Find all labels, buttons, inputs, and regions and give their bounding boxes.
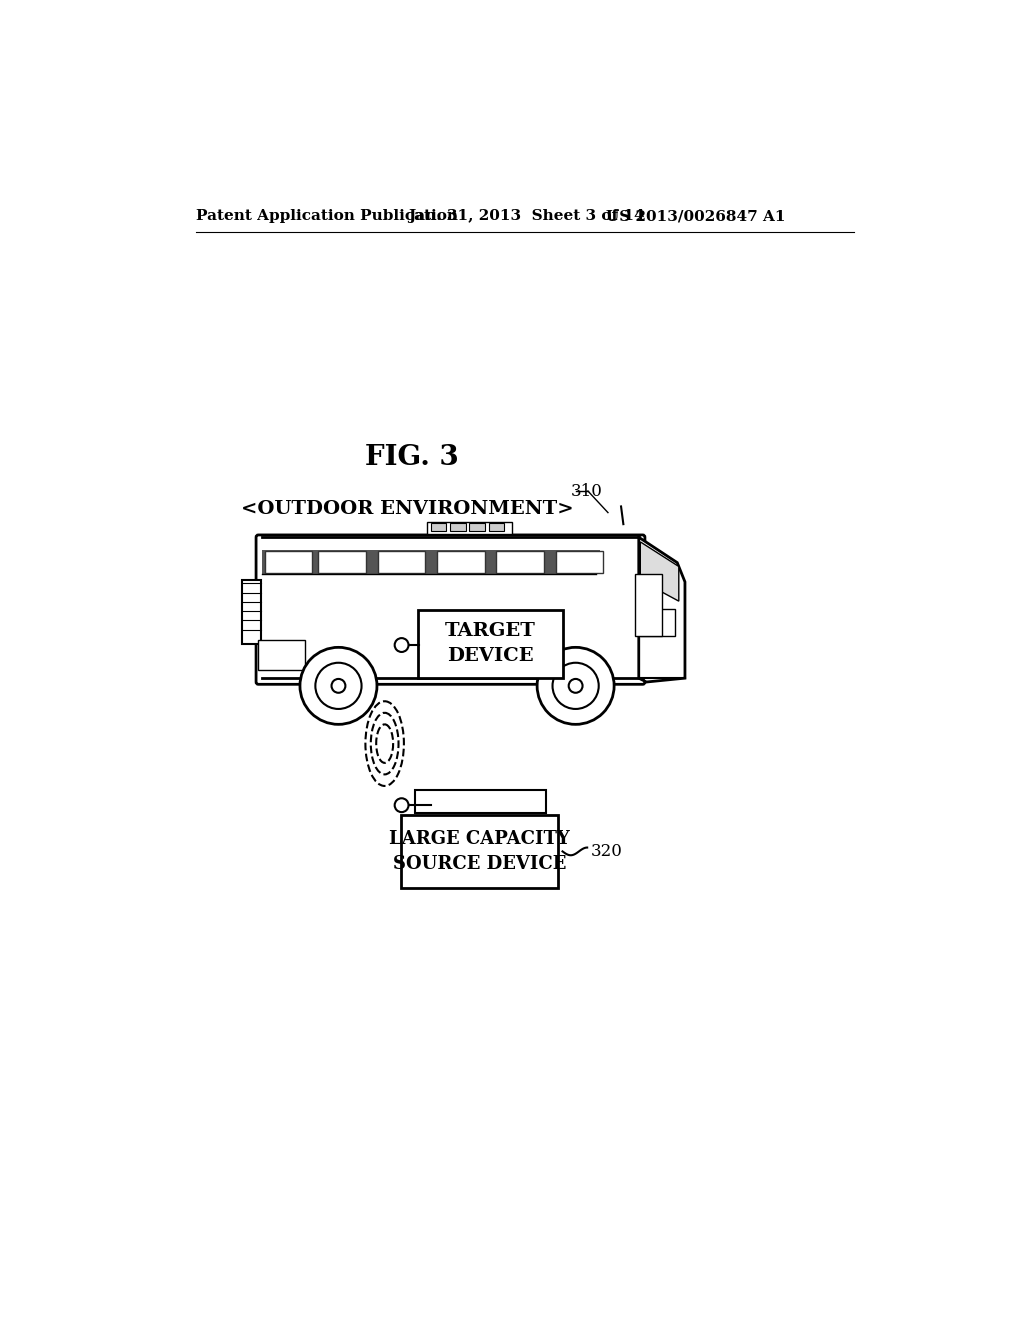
Text: Patent Application Publication: Patent Application Publication	[196, 209, 458, 223]
Bar	[556, 552, 603, 573]
FancyBboxPatch shape	[256, 535, 645, 684]
Bar	[497, 552, 544, 573]
Circle shape	[568, 678, 583, 693]
Text: 320: 320	[590, 843, 623, 859]
Circle shape	[315, 663, 361, 709]
Text: FIG. 3: FIG. 3	[365, 444, 459, 471]
FancyBboxPatch shape	[418, 610, 563, 678]
Circle shape	[394, 638, 409, 652]
FancyBboxPatch shape	[400, 816, 558, 887]
Bar	[469, 524, 484, 531]
Bar	[431, 524, 446, 531]
Bar	[416, 789, 547, 813]
Circle shape	[553, 663, 599, 709]
Circle shape	[394, 799, 409, 812]
Bar	[437, 552, 484, 573]
Bar	[427, 521, 512, 535]
Text: 310: 310	[571, 483, 603, 499]
Polygon shape	[640, 543, 679, 601]
Text: <OUTDOOR ENVIRONMENT>: <OUTDOOR ENVIRONMENT>	[242, 500, 574, 517]
Text: US 2013/0026847 A1: US 2013/0026847 A1	[606, 209, 786, 223]
Circle shape	[300, 647, 377, 725]
Circle shape	[332, 678, 345, 693]
Text: Jan. 31, 2013  Sheet 3 of 14: Jan. 31, 2013 Sheet 3 of 14	[408, 209, 644, 223]
Bar	[640, 609, 675, 636]
Bar	[318, 552, 367, 573]
Bar	[488, 524, 504, 531]
Bar	[264, 552, 312, 573]
Bar	[635, 574, 662, 636]
Bar	[451, 524, 466, 531]
Bar	[243, 581, 261, 644]
Circle shape	[538, 647, 614, 725]
Bar	[258, 640, 304, 671]
Text: LARGE CAPACITY
SOURCE DEVICE: LARGE CAPACITY SOURCE DEVICE	[389, 830, 569, 873]
Bar	[262, 549, 600, 574]
Text: TARGET
DEVICE: TARGET DEVICE	[445, 623, 536, 665]
Bar	[378, 552, 425, 573]
Polygon shape	[639, 537, 685, 682]
